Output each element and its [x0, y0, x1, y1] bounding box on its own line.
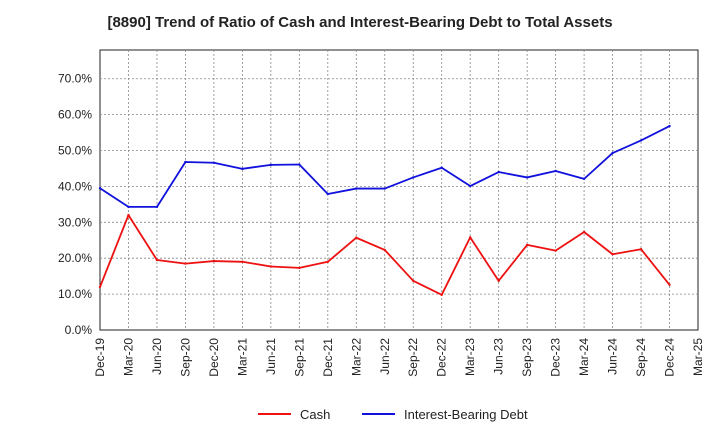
- x-tick-label: Sep-22: [406, 338, 420, 377]
- data-point: [98, 285, 102, 289]
- data-point: [668, 283, 671, 286]
- data-point: [355, 236, 358, 239]
- x-tick-label: Dec-20: [207, 338, 221, 377]
- data-point: [383, 187, 386, 190]
- x-tick-label: Dec-24: [663, 338, 677, 377]
- x-tick-label: Mar-25: [691, 338, 705, 376]
- data-point: [269, 265, 273, 268]
- data-point: [212, 161, 216, 164]
- y-tick-label: 70.0%: [58, 72, 92, 86]
- chart-title: [8890] Trend of Ratio of Cash and Intere…: [107, 14, 613, 31]
- data-point: [497, 279, 500, 283]
- x-tick-label: Jun-20: [150, 338, 164, 375]
- data-point: [127, 213, 130, 217]
- data-point: [582, 177, 586, 181]
- x-tick-label: Jun-21: [264, 338, 278, 375]
- data-point: [611, 151, 614, 155]
- data-point: [298, 163, 301, 166]
- data-point: [554, 169, 557, 173]
- data-point: [184, 160, 187, 164]
- data-point: [468, 236, 472, 239]
- x-tick-label: Mar-24: [577, 338, 591, 376]
- data-point: [412, 176, 415, 179]
- data-point: [98, 187, 102, 190]
- data-point: [127, 205, 130, 209]
- plot-frame: [99, 49, 699, 331]
- data-point: [639, 248, 643, 251]
- data-point: [668, 124, 671, 128]
- x-tick-label: Jun-22: [378, 338, 392, 375]
- data-point: [326, 260, 330, 263]
- data-point: [525, 176, 529, 179]
- data-point: [440, 293, 443, 297]
- legend-label-cash: Cash: [300, 407, 330, 422]
- data-point: [554, 249, 557, 252]
- legend-label-interest-bearing-debt: Interest-Bearing Debt: [404, 407, 528, 422]
- x-tick-label: Dec-23: [549, 338, 563, 377]
- x-tick-label: Sep-23: [520, 338, 534, 377]
- y-tick-label: 20.0%: [58, 251, 92, 265]
- data-point: [639, 139, 643, 142]
- x-tick-label: Dec-19: [93, 338, 107, 377]
- x-tick-label: Jun-23: [492, 338, 506, 375]
- data-point: [440, 166, 443, 169]
- data-point: [525, 243, 529, 247]
- y-tick-label: 0.0%: [65, 323, 93, 337]
- data-point: [298, 266, 301, 270]
- data-point: [326, 192, 330, 196]
- data-point: [155, 258, 159, 262]
- y-tick-label: 40.0%: [58, 179, 92, 193]
- data-point: [241, 260, 244, 263]
- x-tick-label: Dec-21: [321, 338, 335, 377]
- x-tick-label: Dec-22: [435, 338, 449, 377]
- data-point: [212, 259, 216, 263]
- x-tick-label: Sep-21: [292, 338, 306, 377]
- x-tick-label: Mar-20: [121, 338, 135, 376]
- data-point: [269, 163, 273, 167]
- data-point: [582, 230, 586, 234]
- data-point: [355, 187, 358, 190]
- y-tick-label: 60.0%: [58, 108, 92, 122]
- data-point: [155, 205, 159, 209]
- data-point: [383, 248, 386, 252]
- data-point: [241, 167, 244, 171]
- y-tick-label: 50.0%: [58, 144, 92, 158]
- x-tick-label: Jun-24: [606, 338, 620, 375]
- x-tick-label: Mar-21: [235, 338, 249, 376]
- x-tick-label: Sep-24: [634, 338, 648, 377]
- y-tick-label: 10.0%: [58, 287, 92, 301]
- data-point: [468, 184, 472, 188]
- data-point: [611, 253, 614, 256]
- y-tick-label: 30.0%: [58, 215, 92, 229]
- x-tick-label: Sep-20: [178, 338, 192, 377]
- x-tick-label: Mar-23: [463, 338, 477, 376]
- x-tick-label: Mar-22: [349, 338, 363, 376]
- data-point: [497, 170, 500, 174]
- data-point: [184, 262, 187, 265]
- data-point: [412, 279, 415, 283]
